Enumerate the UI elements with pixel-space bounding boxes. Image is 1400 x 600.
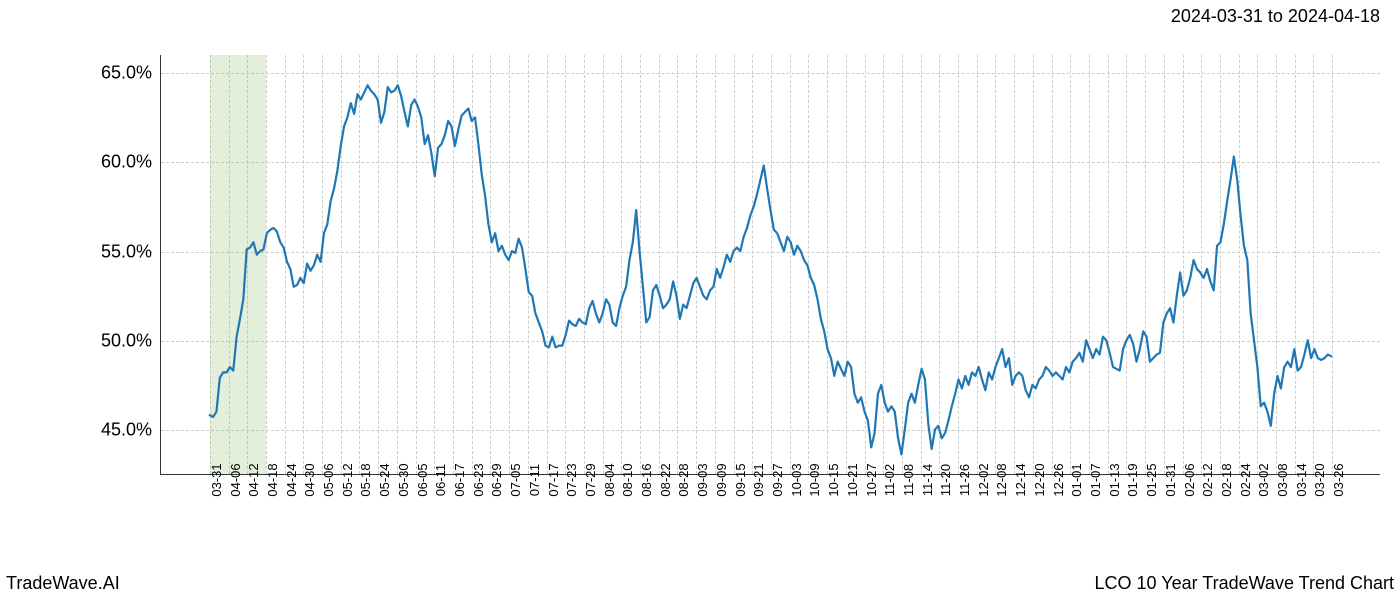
xtick-label: 10-27	[864, 463, 879, 496]
xtick-label: 02-06	[1182, 463, 1197, 496]
xtick-label: 11-20	[938, 464, 953, 496]
xtick-label: 09-09	[714, 463, 729, 496]
xtick-label: 03-26	[1331, 463, 1346, 496]
xtick-label: 12-08	[994, 463, 1009, 496]
xtick-label: 12-02	[976, 463, 991, 496]
xtick-label: 10-21	[845, 463, 860, 496]
xtick-label: 01-19	[1125, 463, 1140, 496]
xtick-label: 01-13	[1107, 463, 1122, 496]
xtick-label: 10-09	[807, 463, 822, 496]
xtick-label: 10-15	[826, 463, 841, 496]
xtick-label: 08-10	[620, 463, 635, 496]
xtick-label: 01-07	[1088, 463, 1103, 496]
xtick-label: 08-04	[602, 463, 617, 496]
xtick-label: 06-11	[433, 464, 448, 496]
ytick-label: 50.0%	[101, 330, 152, 351]
xtick-label: 01-31	[1163, 463, 1178, 496]
xtick-label: 07-05	[508, 463, 523, 496]
xtick-label: 04-24	[284, 463, 299, 496]
xtick-label: 01-25	[1144, 463, 1159, 496]
xtick-label: 03-14	[1294, 463, 1309, 496]
line-svg	[161, 55, 1380, 474]
xtick-label: 06-17	[452, 463, 467, 496]
xtick-label: 05-12	[340, 463, 355, 496]
xtick-label: 11-02	[882, 464, 897, 496]
date-range-label: 2024-03-31 to 2024-04-18	[1171, 6, 1380, 27]
xtick-label: 02-18	[1219, 463, 1234, 496]
xtick-label: 07-23	[564, 463, 579, 496]
xtick-label: 12-20	[1032, 463, 1047, 496]
xtick-label: 05-18	[358, 463, 373, 496]
xtick-label: 09-03	[695, 463, 710, 496]
chart-title: LCO 10 Year TradeWave Trend Chart	[1095, 573, 1395, 594]
xtick-label: 04-12	[246, 463, 261, 496]
xtick-label: 02-12	[1200, 463, 1215, 496]
xtick-label: 03-20	[1312, 463, 1327, 496]
xtick-label: 11-08	[901, 464, 916, 496]
xtick-label: 04-18	[265, 463, 280, 496]
ytick-label: 55.0%	[101, 241, 152, 262]
chart-container: 2024-03-31 to 2024-04-18 TradeWave.AI LC…	[0, 0, 1400, 600]
xtick-label: 10-03	[789, 463, 804, 496]
plot-area	[160, 55, 1380, 475]
xtick-label: 09-21	[751, 463, 766, 496]
brand-label: TradeWave.AI	[6, 573, 120, 594]
xtick-label: 09-15	[733, 463, 748, 496]
xtick-label: 08-16	[639, 463, 654, 496]
xtick-label: 03-02	[1256, 463, 1271, 496]
xtick-label: 06-23	[471, 463, 486, 496]
xtick-label: 12-14	[1013, 463, 1028, 496]
xtick-label: 04-30	[302, 463, 317, 496]
xtick-label: 08-28	[676, 463, 691, 496]
xtick-label: 05-24	[377, 463, 392, 496]
xtick-label: 04-06	[228, 463, 243, 496]
xtick-label: 06-29	[489, 463, 504, 496]
ytick-label: 60.0%	[101, 152, 152, 173]
xtick-label: 06-05	[415, 463, 430, 496]
ytick-label: 45.0%	[101, 420, 152, 441]
xtick-label: 01-01	[1069, 463, 1084, 496]
xtick-label: 02-24	[1238, 463, 1253, 496]
xtick-label: 05-06	[321, 463, 336, 496]
xtick-label: 11-26	[957, 464, 972, 496]
xtick-label: 05-30	[396, 463, 411, 496]
xtick-label: 03-31	[209, 463, 224, 496]
xtick-label: 09-27	[770, 463, 785, 496]
data-line	[210, 85, 1331, 454]
xtick-label: 12-26	[1051, 463, 1066, 496]
ytick-label: 65.0%	[101, 62, 152, 83]
xtick-label: 07-17	[546, 463, 561, 496]
xtick-label: 08-22	[658, 463, 673, 496]
xtick-label: 11-14	[920, 464, 935, 496]
xtick-label: 07-11	[527, 464, 542, 496]
xtick-label: 07-29	[583, 463, 598, 496]
xtick-label: 03-08	[1275, 463, 1290, 496]
